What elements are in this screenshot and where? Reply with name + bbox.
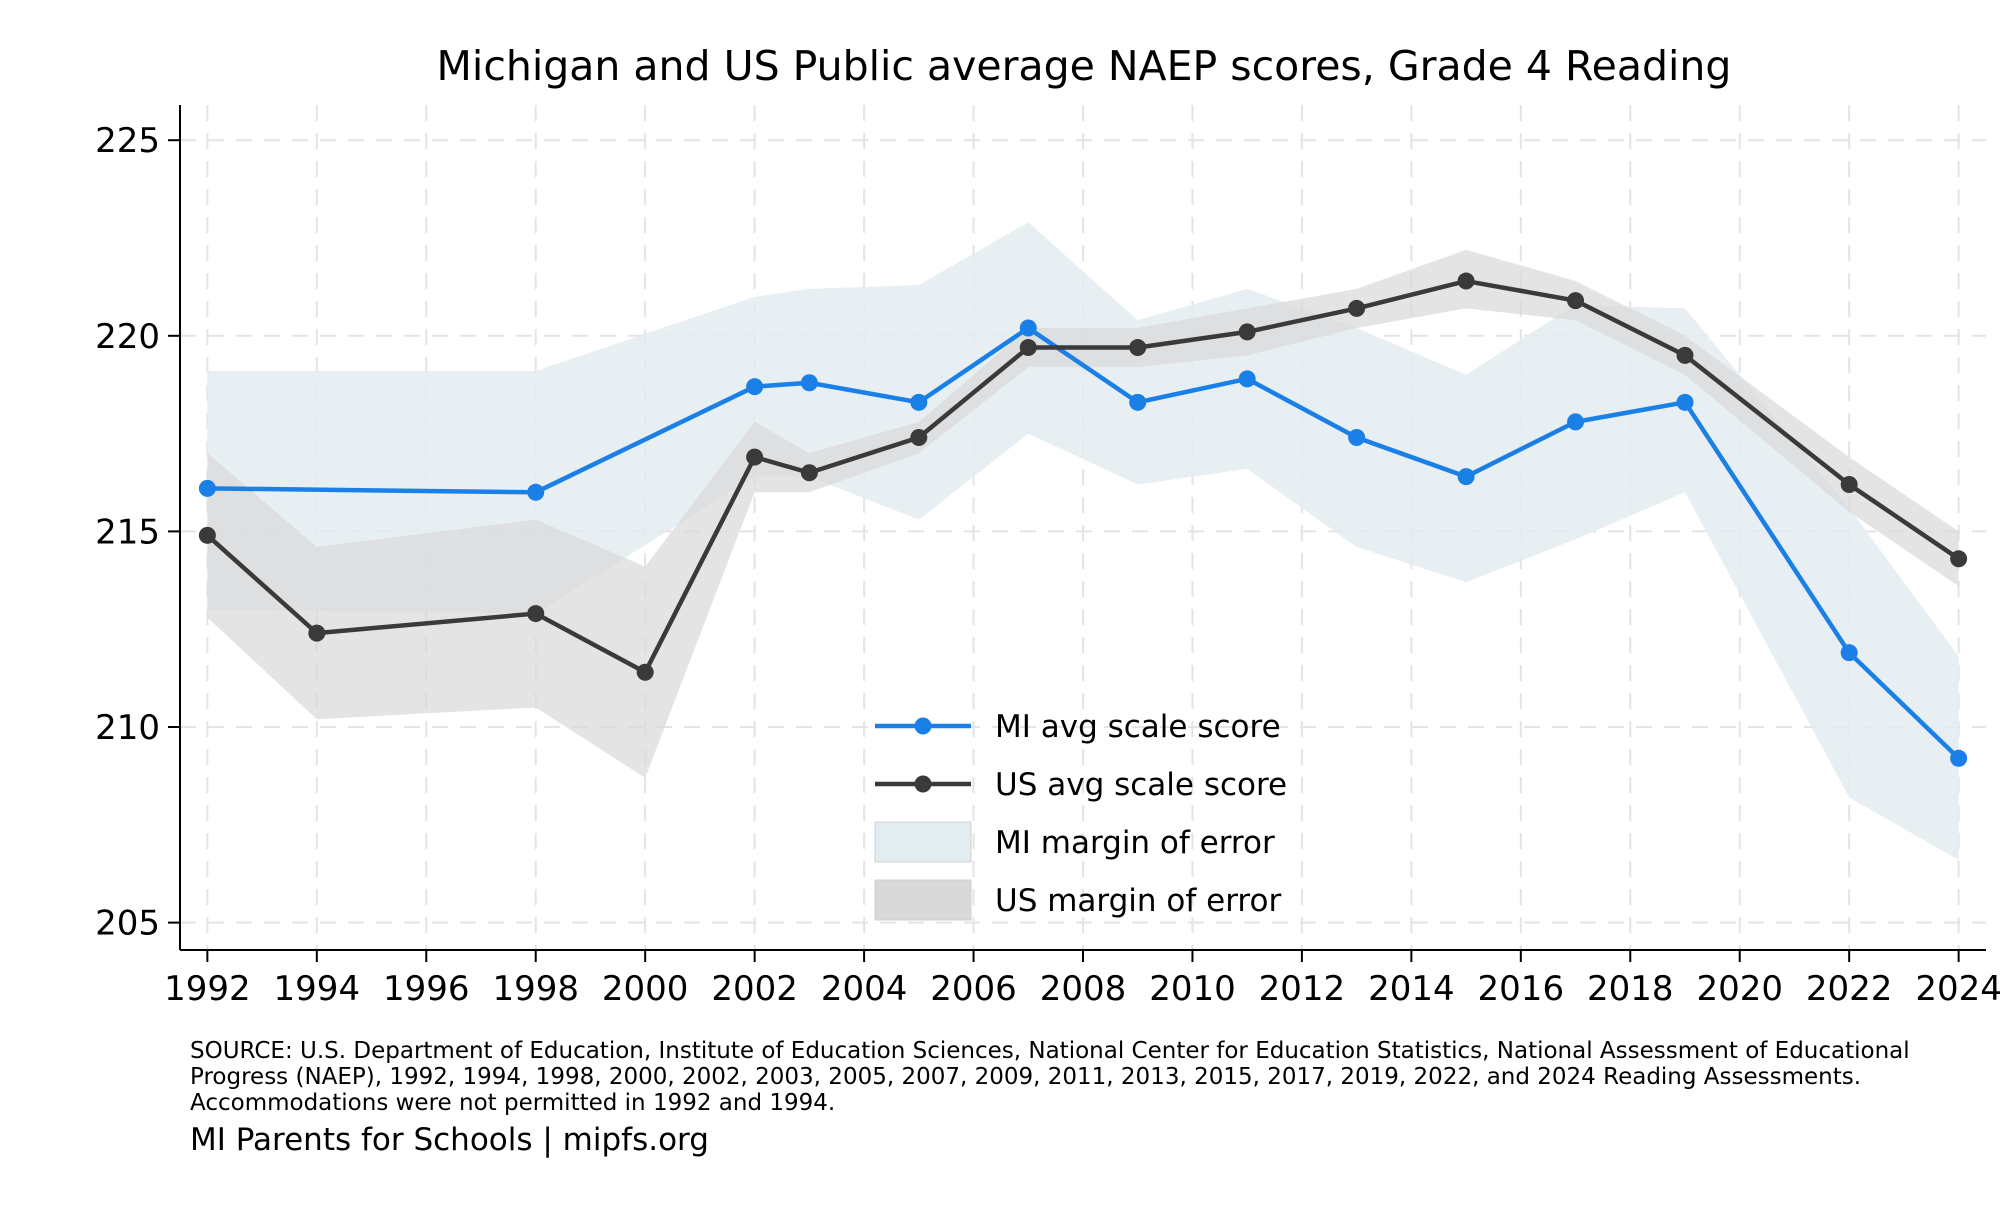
source-line: Progress (NAEP), 1992, 1994, 1998, 2000,… xyxy=(190,1064,1862,1090)
us-data-point xyxy=(1348,299,1366,317)
us-data-point xyxy=(1676,346,1694,364)
legend-mi-avg-swatch-marker xyxy=(914,717,932,735)
x-tick-label: 2022 xyxy=(1806,969,1893,1009)
mi-data-point xyxy=(1457,468,1475,486)
mi-data-point xyxy=(1950,749,1968,767)
source-line: Accommodations were not permitted in 199… xyxy=(190,1090,836,1116)
mi-data-point xyxy=(746,378,764,396)
mi-data-point xyxy=(1567,413,1585,431)
x-tick-label: 2024 xyxy=(1915,969,2002,1009)
y-tick-label: 225 xyxy=(95,121,160,161)
x-tick-label: 2004 xyxy=(821,969,908,1009)
y-tick-label: 220 xyxy=(95,317,160,357)
mi-data-point xyxy=(198,479,216,497)
mi-data-point xyxy=(1129,393,1147,411)
data-points xyxy=(198,272,1968,767)
x-tick-label: 2012 xyxy=(1259,969,1346,1009)
legend-mi-avg-label: MI avg scale score xyxy=(995,709,1281,745)
legend-us-avg-label: US avg scale score xyxy=(995,767,1287,803)
mi-data-point xyxy=(800,374,818,392)
mi-data-point xyxy=(1348,429,1366,447)
mi-data-point xyxy=(1238,370,1256,388)
legend-mi-margin-label: MI margin of error xyxy=(995,825,1275,861)
y-tick-label: 210 xyxy=(95,708,160,748)
mi-data-point xyxy=(527,483,545,501)
x-tick-label: 1992 xyxy=(164,969,251,1009)
x-tick-label: 1996 xyxy=(383,969,470,1009)
mi-data-point xyxy=(910,393,928,411)
us-data-point xyxy=(1950,550,1968,568)
x-tick-label: 2002 xyxy=(711,969,798,1009)
us-data-point xyxy=(800,464,818,482)
credit-text: MI Parents for Schools | mipfs.org xyxy=(190,1122,709,1158)
legend-us-avg-swatch-marker xyxy=(914,775,932,793)
x-tick-label: 2020 xyxy=(1696,969,1783,1009)
x-tick-label: 2008 xyxy=(1040,969,1127,1009)
x-tick-label: 2006 xyxy=(930,969,1017,1009)
us-data-point xyxy=(1129,339,1147,357)
legend-us-margin-label: US margin of error xyxy=(995,883,1281,919)
x-tick-label: 2016 xyxy=(1478,969,1565,1009)
legend: MI avg scale score US avg scale score MI m… xyxy=(874,709,1287,921)
series-lines xyxy=(205,278,1961,760)
us-data-point xyxy=(1238,323,1256,341)
us-data-point xyxy=(308,624,326,642)
us-margin-band xyxy=(207,249,1959,778)
chart-title: Michigan and US Public average NAEP scor… xyxy=(437,42,1732,90)
us-data-point xyxy=(527,605,545,623)
x-tick-label: 1998 xyxy=(492,969,579,1009)
mi-series-line xyxy=(207,325,1961,760)
axes: 205 210 215 220 225 1992 1994 1996 1998 2000 2002 2… xyxy=(95,105,2002,1009)
source-line: SOURCE: U.S. Department of Education, In… xyxy=(190,1038,1910,1064)
us-data-point xyxy=(746,448,764,466)
us-data-point xyxy=(1840,475,1858,493)
us-series-line xyxy=(205,278,1960,675)
error-bands xyxy=(207,222,1959,861)
us-data-point xyxy=(1567,292,1585,310)
us-data-point xyxy=(910,429,928,447)
x-tick-label: 2018 xyxy=(1587,969,1674,1009)
x-tick-label: 2000 xyxy=(602,969,689,1009)
x-tick-label: 2010 xyxy=(1149,969,1236,1009)
mi-margin-band xyxy=(207,222,1959,861)
mi-data-point xyxy=(1840,644,1858,662)
mi-data-point xyxy=(1019,319,1037,337)
y-tick-label: 205 xyxy=(95,904,160,944)
x-tick-label: 2014 xyxy=(1368,969,1455,1009)
mi-data-point xyxy=(1676,393,1694,411)
us-data-point xyxy=(1457,272,1475,290)
source-note: SOURCE: U.S. Department of Education, In… xyxy=(190,1038,1980,1116)
x-tick-label: 1994 xyxy=(274,969,361,1009)
y-tick-label: 215 xyxy=(95,512,160,552)
us-data-point xyxy=(636,663,654,681)
legend-us-margin-swatch xyxy=(874,879,972,921)
legend-mi-margin-swatch xyxy=(874,821,972,863)
us-data-point xyxy=(198,526,216,544)
us-data-point xyxy=(1019,339,1037,357)
